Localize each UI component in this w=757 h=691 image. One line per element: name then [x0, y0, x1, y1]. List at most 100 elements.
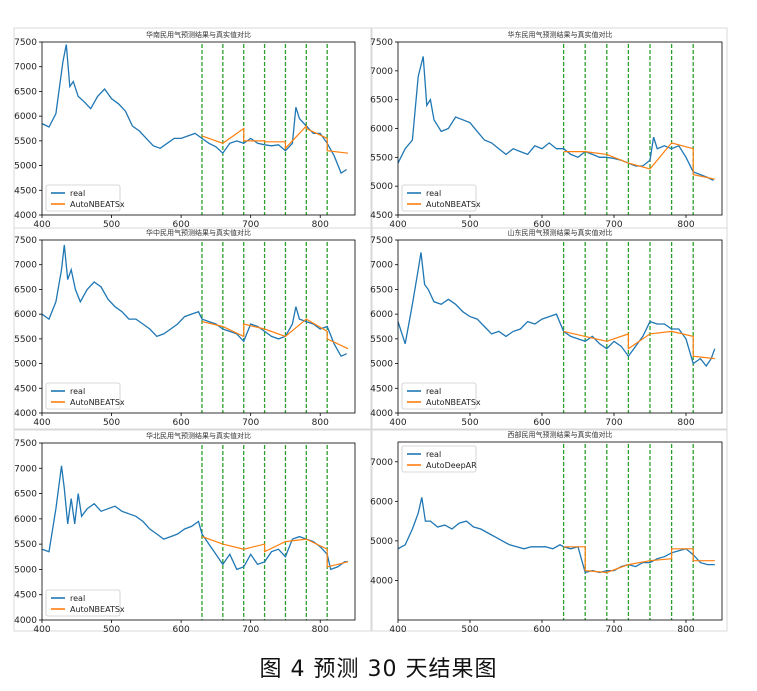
- x-tick-label: 700: [605, 220, 622, 230]
- legend-label-real: real: [426, 450, 441, 459]
- x-tick-label: 400: [389, 625, 406, 635]
- y-tick-label: 6500: [370, 285, 393, 295]
- series-line-real: [398, 497, 715, 574]
- series-line-real: [398, 56, 714, 181]
- x-tick-label: 600: [173, 625, 190, 635]
- y-tick-label: 5500: [14, 137, 37, 147]
- chart-title: 华北民用气预测结果与真实值对比: [146, 431, 251, 440]
- y-tick-label: 6500: [14, 490, 37, 500]
- x-tick-label: 500: [461, 418, 478, 428]
- legend-label-real: real: [70, 189, 85, 198]
- y-tick-label: 7500: [370, 38, 393, 48]
- x-tick-label: 600: [173, 220, 190, 230]
- legend-label-AutoNBEATSx: AutoNBEATSx: [426, 200, 481, 209]
- x-tick-label: 600: [533, 220, 550, 230]
- x-tick-label: 500: [461, 625, 478, 635]
- legend-label-AutoNBEATSx: AutoNBEATSx: [70, 200, 125, 209]
- x-tick-label: 600: [533, 418, 550, 428]
- x-tick-label: 400: [33, 220, 50, 230]
- chart-panel-2: 华东民用气预测结果与真实值对比 400 500 600 700 800 4500 5000 55…: [370, 27, 728, 230]
- chart-title: 华东民用气预测结果与真实值对比: [508, 30, 613, 39]
- x-tick-label: 800: [677, 220, 694, 230]
- y-tick-label: 4000: [370, 576, 393, 586]
- figure-caption: 图 4 预测 30 天结果图: [259, 657, 498, 682]
- x-tick-label: 800: [677, 418, 694, 428]
- chart-title: 西部民用气预测结果与真实值对比: [508, 430, 613, 439]
- y-tick-label: 7000: [370, 261, 393, 271]
- plot-area-frame: [397, 239, 723, 414]
- x-tick-label: 700: [242, 625, 259, 635]
- y-tick-label: 4000: [14, 409, 37, 419]
- chart-panel-1: 华南民用气预测结果与真实值对比 400 500 600 700 800 4000 4500 50…: [13, 27, 372, 230]
- y-tick-label: 7500: [14, 38, 37, 48]
- x-tick-label: 800: [312, 418, 329, 428]
- x-tick-label: 400: [33, 418, 50, 428]
- plot-area-frame: [397, 441, 723, 621]
- legend-label-AutoNBEATSx: AutoNBEATSx: [70, 605, 125, 614]
- x-tick-label: 800: [312, 220, 329, 230]
- y-tick-label: 6000: [370, 310, 393, 320]
- y-tick-label: 7500: [14, 236, 37, 246]
- y-tick-label: 6000: [14, 515, 37, 525]
- chart-title: 山东民用气预测结果与真实值对比: [508, 228, 613, 237]
- y-tick-label: 5500: [370, 335, 393, 345]
- chart-title: 华南民用气预测结果与真实值对比: [146, 30, 251, 39]
- y-tick-label: 4000: [14, 616, 37, 626]
- plot-area-frame: [41, 442, 356, 621]
- y-tick-label: 6500: [14, 87, 37, 97]
- y-tick-label: 4500: [370, 211, 393, 221]
- legend-label-AutoDeepAR: AutoDeepAR: [426, 461, 477, 470]
- chart-panel-4: 山东民用气预测结果与真实值对比 400 500 600 700 800 4000 4500 50…: [370, 227, 728, 430]
- series-line-AutoNBEATSx: [563, 142, 715, 180]
- y-tick-label: 7500: [14, 439, 37, 449]
- x-tick-label: 700: [605, 418, 622, 428]
- series-line-AutoNBEATSx: [563, 330, 715, 360]
- chart-panel-5: 华北民用气预测结果与真实值对比 400 500 600 700 800 4000 4500 50…: [13, 429, 372, 635]
- y-tick-label: 4000: [370, 409, 393, 419]
- x-tick-label: 500: [103, 418, 120, 428]
- series-line-real: [42, 44, 348, 174]
- legend-label-real: real: [426, 387, 441, 396]
- chart-panel-6: 西部民用气预测结果与真实值对比 400 500 600 700 800 4000 5000 60…: [370, 429, 728, 635]
- y-tick-label: 7000: [14, 464, 37, 474]
- y-tick-label: 4500: [370, 384, 393, 394]
- y-tick-label: 5000: [370, 182, 393, 192]
- y-tick-label: 5000: [14, 162, 37, 172]
- x-tick-label: 700: [242, 220, 259, 230]
- y-tick-label: 4500: [14, 384, 37, 394]
- plot-area-frame: [41, 239, 356, 414]
- x-tick-label: 600: [173, 418, 190, 428]
- series-line-real: [42, 465, 348, 571]
- y-tick-label: 5500: [14, 335, 37, 345]
- y-tick-label: 4500: [14, 591, 37, 601]
- y-tick-label: 5000: [370, 360, 393, 370]
- y-tick-label: 5500: [370, 153, 393, 163]
- y-tick-label: 7000: [370, 67, 393, 77]
- x-tick-label: 600: [533, 625, 550, 635]
- legend-label-real: real: [70, 387, 85, 396]
- legend-label-real: real: [426, 189, 441, 198]
- series-line-AutoNBEATSx: [201, 318, 349, 350]
- series-line-AutoNBEATSx: [201, 124, 349, 154]
- chart-title: 华中民用气预测结果与真实值对比: [146, 228, 251, 237]
- y-tick-label: 6500: [14, 285, 37, 295]
- y-tick-label: 5000: [370, 537, 393, 547]
- y-tick-label: 7500: [370, 236, 393, 246]
- y-tick-label: 7000: [14, 261, 37, 271]
- y-tick-label: 6000: [14, 310, 37, 320]
- legend-label-AutoNBEATSx: AutoNBEATSx: [426, 398, 481, 407]
- x-tick-label: 400: [389, 418, 406, 428]
- y-tick-label: 4500: [14, 186, 37, 196]
- chart-panel-3: 华中民用气预测结果与真实值对比 400 500 600 700 800 4000 4500 50…: [13, 227, 372, 430]
- y-tick-label: 5000: [14, 360, 37, 370]
- x-tick-label: 500: [103, 220, 120, 230]
- x-tick-label: 700: [242, 418, 259, 428]
- y-tick-label: 4000: [14, 211, 37, 221]
- y-tick-label: 6000: [370, 125, 393, 135]
- x-tick-label: 400: [389, 220, 406, 230]
- y-tick-label: 5500: [14, 540, 37, 550]
- plot-area-frame: [41, 41, 356, 216]
- series-line-real: [42, 244, 347, 358]
- y-tick-label: 7000: [14, 63, 37, 73]
